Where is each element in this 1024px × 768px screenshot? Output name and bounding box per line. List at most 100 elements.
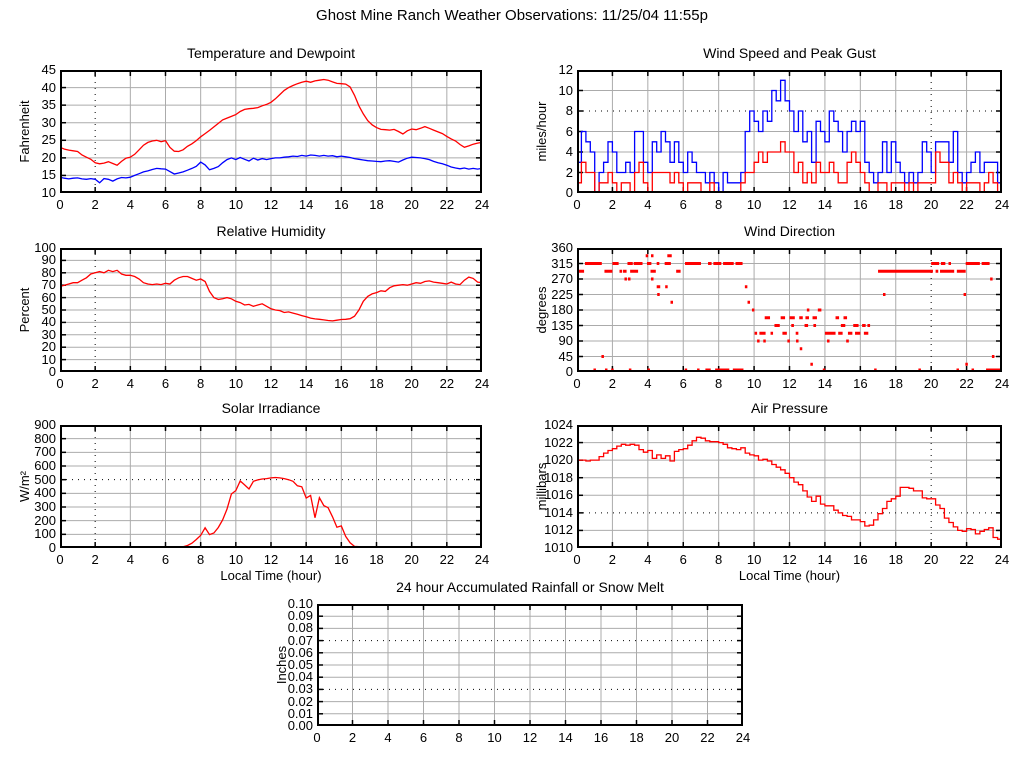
y-axis-tick-label: 0 [48,364,56,379]
plot-canvas [577,248,1002,372]
x-axis-tick-label: 22 [959,197,974,212]
chart-title: Wind Direction [743,223,836,239]
x-axis-label: Local Time (hour) [738,568,841,583]
y-axis-tick-label: 20 [41,339,56,355]
y-axis-tick-label: 20 [41,149,56,165]
x-axis-tick-label: 8 [197,552,205,567]
y-axis-tick-label: 0.10 [287,596,313,611]
y-axis-tick-label: 35 [41,97,56,113]
y-axis-tick-label: 270 [551,271,573,286]
x-axis-tick-label: 10 [746,197,762,212]
y-axis-tick-label: 0 [565,185,573,200]
x-axis-tick-label: 6 [161,552,170,567]
x-axis-tick-label: 8 [715,376,723,391]
x-axis-tick-label: 4 [644,376,652,391]
x-axis-tick-label: 14 [298,552,314,567]
y-axis-tick-label: 40 [41,79,56,95]
y-axis-tick-label: 12 [558,62,573,77]
x-axis-tick-label: 12 [263,552,279,567]
x-axis-tick-label: 18 [369,552,384,567]
x-axis-tick-label: 14 [817,552,833,567]
x-axis-tick-label: 14 [298,376,314,391]
x-axis-tick-label: 0 [56,552,64,567]
x-axis-tick-label: 14 [558,730,573,745]
temperature-series [60,78,482,166]
chart-wind-direction: Wind Direction degrees 0 2 4 6 8 10 12 14 16 18 20… [522,220,1012,417]
x-axis-tick-label: 8 [197,376,205,391]
x-axis-tick-label: 24 [474,376,490,391]
y-axis-tick-label: 315 [551,255,573,271]
x-axis-tick-label: 18 [888,197,903,212]
x-axis-tick-label: 8 [197,197,205,212]
y-axis-tick-label: 1018 [544,469,573,485]
y-axis-tick-label: 50 [41,302,56,317]
x-axis-tick-label: 12 [782,376,797,391]
y-axis-tick-label: 360 [551,240,573,255]
y-axis-tick-label: 4 [565,144,573,159]
x-axis-tick-label: 10 [746,376,762,391]
y-axis-tick-label: 80 [41,264,56,280]
x-axis-tick-label: 24 [994,197,1010,212]
x-axis-tick-label: 6 [161,376,170,391]
x-axis-tick-label: 20 [923,376,939,391]
y-axis-tick-label: 0.03 [287,681,313,697]
peak-gust-series [577,79,1002,193]
x-axis-tick-label: 6 [161,197,170,212]
x-axis-tick-label: 16 [593,730,609,745]
y-axis-tick-label: 0.02 [287,693,313,709]
y-axis-tick-label: 500 [34,471,56,487]
x-axis-tick-label: 2 [348,730,357,745]
y-axis-tick-label: 100 [34,240,56,255]
chart-solar-irradiance: Solar Irradiance W/m² Local Time (hour) … [5,397,489,612]
x-axis-tick-label: 2 [608,197,617,212]
y-axis-tick-label: 90 [558,333,573,348]
y-axis-tick-label: 1010 [544,540,573,555]
y-axis-tick-label: 1014 [544,504,573,520]
x-axis-tick-label: 16 [853,376,868,391]
y-axis-tick-label: 90 [41,252,56,268]
y-axis-tick-label: 600 [34,458,56,473]
x-axis-tick-label: 24 [474,552,490,567]
x-axis-tick-label: 18 [369,376,384,391]
y-axis-tick-label: 30 [41,114,56,130]
plot-canvas [60,248,482,372]
y-axis-tick-label: 0.00 [287,718,313,733]
y-axis-tick-label: 25 [41,132,56,148]
y-axis-tick-label: 6 [565,123,573,139]
x-axis-tick-label: 10 [228,552,244,567]
x-axis-tick-label: 10 [487,730,502,745]
x-axis-tick-label: 4 [126,197,134,212]
x-axis-tick-label: 20 [923,197,939,212]
x-axis-tick-label: 2 [91,552,99,567]
chart-title: Solar Irradiance [221,400,321,416]
plot-canvas [60,425,482,548]
solar-irradiance-plot [60,425,482,548]
plot-canvas [577,70,1002,193]
x-axis-tick-label: 10 [228,376,244,391]
y-axis-tick-label: 100 [34,526,56,542]
x-axis-tick-label: 22 [439,552,455,567]
x-axis-tick-label: 22 [959,552,974,567]
y-axis-tick-label: 10 [41,185,56,200]
y-axis-tick-label: 0.08 [287,620,313,636]
x-axis-tick-label: 18 [629,730,644,745]
x-axis-tick-label: 22 [700,730,715,745]
x-axis-tick-label: 24 [735,730,751,745]
x-axis-tick-label: 22 [439,376,455,391]
y-axis-tick-label: 2 [565,164,573,180]
x-axis-tick-label: 12 [263,376,279,391]
x-axis-tick-label: 24 [994,552,1010,567]
x-axis-tick-label: 10 [228,197,244,212]
chart-title: 24 hour Accumulated Rainfall or Snow Mel… [396,579,664,595]
chart-rainfall: 24 hour Accumulated Rainfall or Snow Mel… [262,576,750,768]
humidity-plot [60,248,482,372]
chart-title: Temperature and Dewpoint [186,45,356,61]
x-axis-tick-label: 12 [522,730,538,745]
wind-speed-series [577,141,1002,193]
x-axis-tick-label: 20 [404,376,419,391]
y-axis-tick-label: 40 [41,314,56,330]
wind-speed-plot [577,70,1002,193]
y-axis-tick-label: 0 [565,364,573,379]
air-pressure-plot [577,425,1002,548]
